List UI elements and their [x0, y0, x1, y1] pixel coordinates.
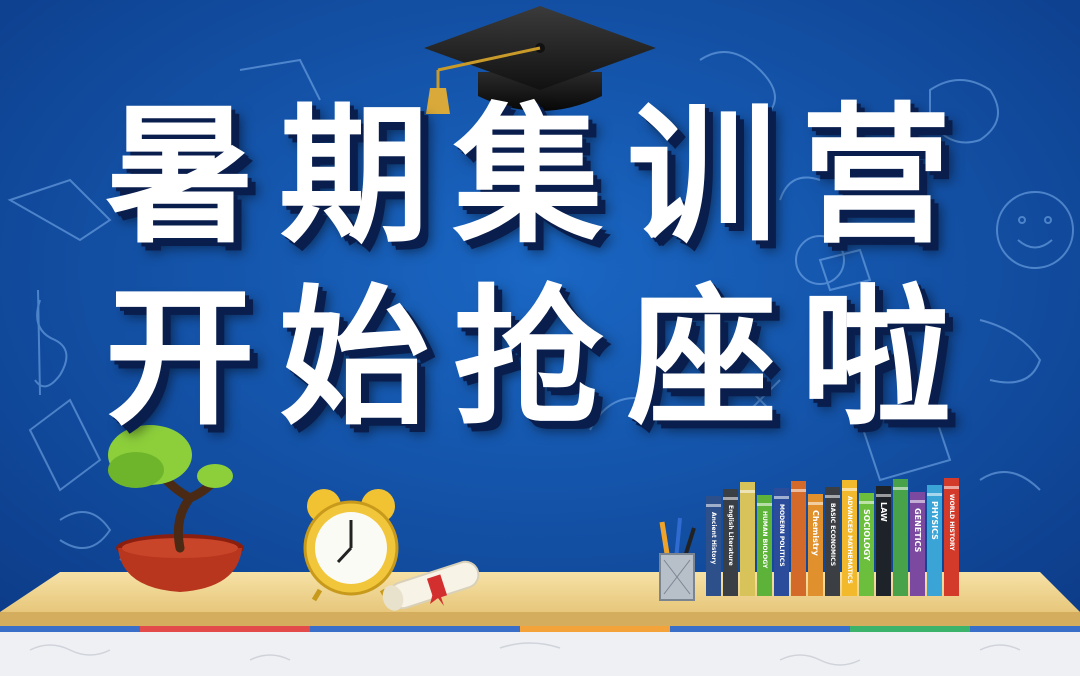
book-title: Ancient History: [710, 512, 717, 564]
book-title: MODERN POLITICS: [778, 504, 785, 567]
book: English Literature: [723, 489, 738, 596]
book-spine: [723, 489, 738, 596]
book-row: Ancient History English Literature HUMAN B…: [706, 478, 959, 596]
book-title: SOCIOLOGY: [862, 509, 871, 561]
book-spine: [893, 479, 908, 596]
book-spine: [740, 482, 755, 596]
graduation-cap-icon: [424, 6, 656, 114]
headline-line-2: 开始抢座啦: [104, 272, 975, 446]
book: [893, 479, 908, 596]
headline-line-1: 暑期集训营: [104, 90, 975, 264]
diploma-scroll-icon: [382, 560, 480, 611]
book: LAW: [876, 486, 891, 596]
book: Ancient History: [706, 496, 721, 596]
book: PHYSICS: [927, 485, 942, 596]
book-title: English Literature: [727, 505, 734, 566]
book-title: HUMAN BIOLOGY: [761, 511, 768, 569]
book-spine: [808, 494, 823, 596]
book-spine: [791, 481, 806, 596]
book-spine: [927, 485, 942, 596]
book: GENETICS: [910, 492, 925, 596]
book: [740, 482, 755, 596]
book-spine: [944, 478, 959, 596]
book: Chemistry: [808, 494, 823, 596]
book: HUMAN BIOLOGY: [757, 495, 772, 596]
book-spine: [842, 480, 857, 596]
book-title: Chemistry: [811, 510, 820, 557]
book: WORLD HISTORY: [944, 478, 959, 596]
book-spine: [859, 493, 874, 596]
book-title: ADVANCED MATHEMATICS: [846, 496, 853, 584]
book-spine: [876, 486, 891, 596]
book-title: LAW: [879, 502, 888, 522]
book-spine: [774, 488, 789, 596]
book-title: BASIC ECONOMICS: [829, 503, 836, 566]
book-spine: [910, 492, 925, 596]
book-spine: [757, 495, 772, 596]
book: BASIC ECONOMICS: [825, 487, 840, 596]
chalk-doodles: [7, 51, 1074, 571]
book-title: PHYSICS: [930, 501, 939, 540]
book-title: GENETICS: [913, 508, 922, 553]
alarm-clock-icon: [303, 489, 399, 602]
book: [791, 481, 806, 596]
book-title: WORLD HISTORY: [948, 494, 955, 551]
bonsai-tree-icon: [108, 425, 244, 592]
book-spine: [706, 496, 721, 596]
book-spine: [825, 487, 840, 596]
book: SOCIOLOGY: [859, 493, 874, 596]
pencil-cup-icon: [659, 517, 696, 601]
book: ADVANCED MATHEMATICS: [842, 480, 857, 596]
book: MODERN POLITICS: [774, 488, 789, 596]
